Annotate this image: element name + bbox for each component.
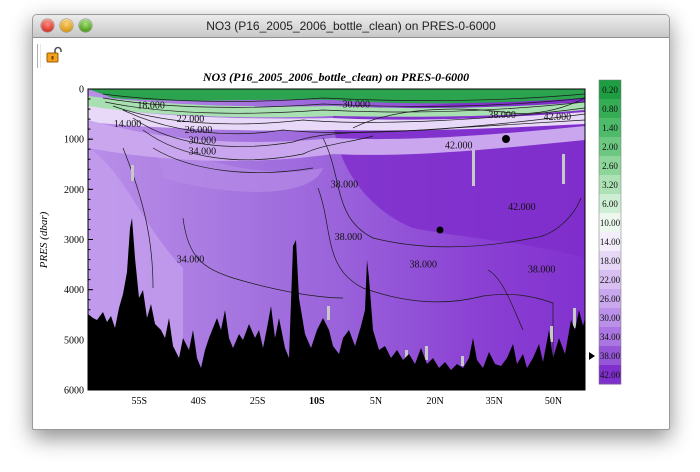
colorbar-label: 1.40	[602, 123, 618, 133]
contour-label: 14.000	[114, 119, 142, 130]
toolbar-grip	[37, 44, 41, 68]
contour-label: 42.000	[544, 112, 572, 123]
bathymetry	[88, 218, 585, 390]
colorbar-label: 38.00	[600, 351, 621, 361]
colorbar-label: 30.00	[600, 313, 621, 323]
colorbar: 0.20 0.80 1.40 2.00 2.60 3.20 6.00 10.00 14.00 18…	[598, 79, 622, 385]
contour-label: 42.000	[445, 141, 473, 152]
x-tick-labels: 55S 40S 25S 10S 5N 20N 35N 50N	[131, 396, 562, 407]
colorbar-swatch	[599, 346, 621, 366]
colorbar-label: 2.60	[602, 161, 618, 171]
contour-label: 18.000	[137, 101, 165, 112]
lock-icon[interactable]	[45, 46, 63, 64]
colorbar-label: 0.80	[602, 104, 618, 114]
y-tick-label: 0	[79, 85, 84, 96]
colorbar-label: 14.00	[600, 237, 621, 247]
toolbar	[33, 38, 669, 68]
close-button[interactable]	[41, 19, 54, 32]
contour-label: 38.000	[488, 110, 515, 121]
colorbar-frame	[598, 79, 622, 385]
plot-title: NO3 (P16_2005_2006_bottle_clean) on PRES…	[202, 70, 469, 84]
colorbar-label: 34.00	[600, 332, 621, 342]
data-gap-markers	[131, 150, 576, 366]
x-tick-label: 10S	[309, 396, 325, 407]
colorbar-pointer-icon	[589, 352, 595, 360]
contour-label: 38.000	[528, 265, 556, 276]
section-plot-svg: NO3 (P16_2005_2006_bottle_clean) on PRES…	[38, 70, 622, 407]
x-tick-label: 55S	[131, 396, 147, 407]
x-tick-label: 40S	[191, 396, 207, 407]
colorbar-swatch	[599, 80, 621, 100]
colorbar-label: 2.00	[602, 142, 618, 152]
contour-label: 22.000	[177, 114, 205, 125]
y-tick-label: 6000	[64, 386, 84, 397]
contour-labels: 18.00022.00026.00030.00034.00030.00038.0…	[114, 100, 571, 276]
x-tick-label: 5N	[370, 396, 382, 407]
colorbar-swatch	[599, 251, 621, 271]
app-window: NO3 (P16_2005_2006_bottle_clean) on PRES…	[32, 14, 670, 430]
colorbar-swatch	[599, 175, 621, 195]
y-tick-label: 1000	[64, 135, 84, 146]
x-tick-label: 50N	[545, 396, 562, 407]
colorbar-label: 0.20	[602, 85, 618, 95]
minimize-button[interactable]	[60, 19, 73, 32]
y-tick-label: 4000	[64, 285, 84, 296]
colorbar-swatch	[599, 213, 621, 233]
colorbar-swatch	[599, 289, 621, 309]
y-tick-label: 2000	[64, 185, 84, 196]
contour-label: 26.000	[185, 125, 213, 136]
colorbar-swatch	[599, 270, 621, 290]
contour-label: 38.000	[331, 179, 359, 190]
colorbar-label: 18.00	[600, 256, 621, 266]
y-tick-label: 5000	[64, 335, 84, 346]
colorbar-label: 6.00	[602, 199, 618, 209]
colorbar-label: 3.20	[602, 180, 618, 190]
colorbar-swatch	[599, 308, 621, 328]
colorbar-swatch	[599, 118, 621, 138]
colorbar-label: 10.00	[600, 218, 621, 228]
station-marker	[436, 226, 444, 234]
y-tick-label: 3000	[64, 235, 84, 246]
colorbar-swatch	[599, 327, 621, 347]
contour-label: 34.000	[189, 147, 217, 158]
contour-label: 30.000	[342, 100, 370, 111]
contour-label: 38.000	[410, 260, 438, 271]
x-tick-label: 25S	[250, 396, 266, 407]
colorbar-swatch	[599, 99, 621, 119]
contour-field: 18.00022.00026.00030.00034.00030.00038.0…	[88, 89, 585, 390]
colorbar-swatch	[599, 194, 621, 214]
colorbar-label: 42.00	[600, 370, 621, 380]
y-axis-label: PRES (dbar)	[38, 211, 50, 269]
x-tick-label: 20N	[426, 396, 443, 407]
section-plot[interactable]: NO3 (P16_2005_2006_bottle_clean) on PRES…	[33, 68, 669, 429]
station-marker	[502, 135, 510, 143]
colorbar-swatch	[599, 137, 621, 157]
x-tick-label: 35N	[486, 396, 503, 407]
colorbar-label: 22.00	[600, 275, 621, 285]
window-title: NO3 (P16_2005_2006_bottle_clean) on PRES…	[206, 19, 496, 33]
colorbar-label: 26.00	[600, 294, 621, 304]
contour-label: 38.000	[335, 232, 363, 243]
colorbar-swatch	[599, 156, 621, 176]
contour-label: 42.000	[508, 202, 536, 213]
zoom-button[interactable]	[79, 19, 92, 32]
colorbar-swatch	[599, 232, 621, 252]
title-bar[interactable]: NO3 (P16_2005_2006_bottle_clean) on PRES…	[33, 15, 669, 38]
colorbar-swatch	[599, 365, 621, 385]
y-tick-labels: 0 1000 2000 3000 4000 5000 6000	[64, 85, 84, 397]
contour-label: 34.000	[177, 255, 205, 266]
contour-label: 30.000	[189, 136, 217, 147]
axis-ticks	[87, 88, 586, 391]
